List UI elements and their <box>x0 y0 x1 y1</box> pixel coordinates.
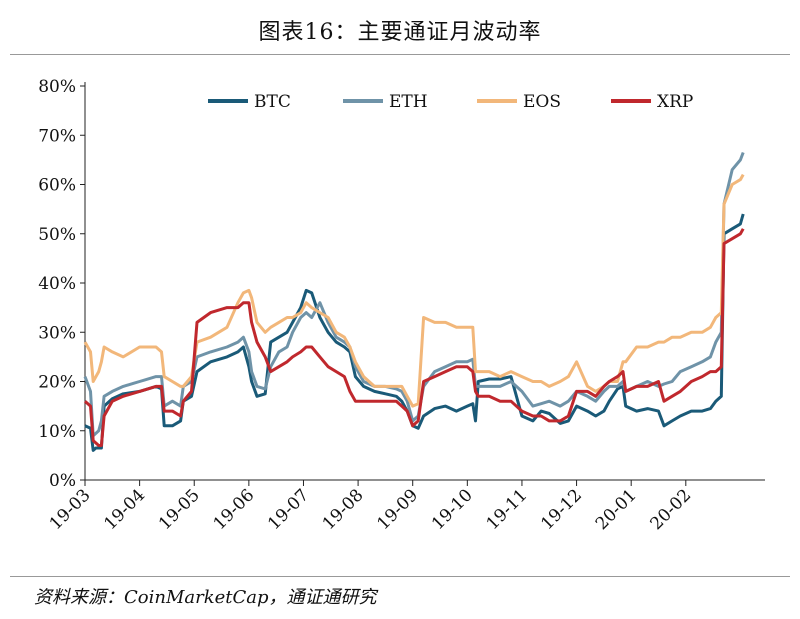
x-tick-label: 20-01 <box>592 485 641 534</box>
x-tick-label: 19-04 <box>100 485 149 534</box>
y-tick-label: 20% <box>38 373 76 393</box>
x-tick-label: 19-07 <box>264 485 313 534</box>
legend-label-xrp: XRP <box>657 92 693 112</box>
chart-legend: BTC ETH EOS XRP <box>208 92 693 112</box>
y-tick-label: 70% <box>38 126 76 146</box>
x-tick-label: 19-12 <box>537 485 586 534</box>
y-tick-label: 10% <box>38 422 76 442</box>
y-tick-label: 30% <box>38 323 76 343</box>
chart-series <box>83 151 745 452</box>
y-tick-label: 60% <box>38 176 76 196</box>
volatility-chart: 0%10%20%30%40%50%60%70%80%19-03 19-04 19-0… <box>38 77 765 534</box>
x-tick-label: 19-09 <box>373 485 422 534</box>
chart-axes: 0%10%20%30%40%50%60%70%80%19-03 19-04 19-0… <box>38 77 765 534</box>
x-tick-label: 19-06 <box>210 485 259 534</box>
legend-label-eth: ETH <box>389 92 428 112</box>
title-divider <box>10 54 790 55</box>
y-tick-label: 40% <box>38 274 76 294</box>
legend-label-btc: BTC <box>254 92 291 112</box>
series-line-eos <box>83 173 745 408</box>
y-tick-label: 0% <box>49 471 76 491</box>
x-tick-label: 19-03 <box>46 485 95 534</box>
source-note: 资料来源：CoinMarketCap，通证通研究 <box>34 587 377 608</box>
x-tick-label: 19-05 <box>155 485 204 534</box>
y-tick-label: 50% <box>38 225 76 245</box>
page-title: 图表16：主要通证月波动率 <box>258 20 542 45</box>
x-tick-label: 19-10 <box>428 485 477 534</box>
x-tick-label: 19-08 <box>319 485 368 534</box>
series-line-eth <box>83 151 745 438</box>
series-line-btc <box>84 213 745 452</box>
series-line-xrp <box>84 228 745 447</box>
y-tick-label: 80% <box>38 77 76 97</box>
x-tick-label: 20-02 <box>647 485 696 534</box>
x-tick-label: 19-11 <box>483 485 532 534</box>
source-divider <box>10 576 790 577</box>
legend-label-eos: EOS <box>523 92 561 112</box>
